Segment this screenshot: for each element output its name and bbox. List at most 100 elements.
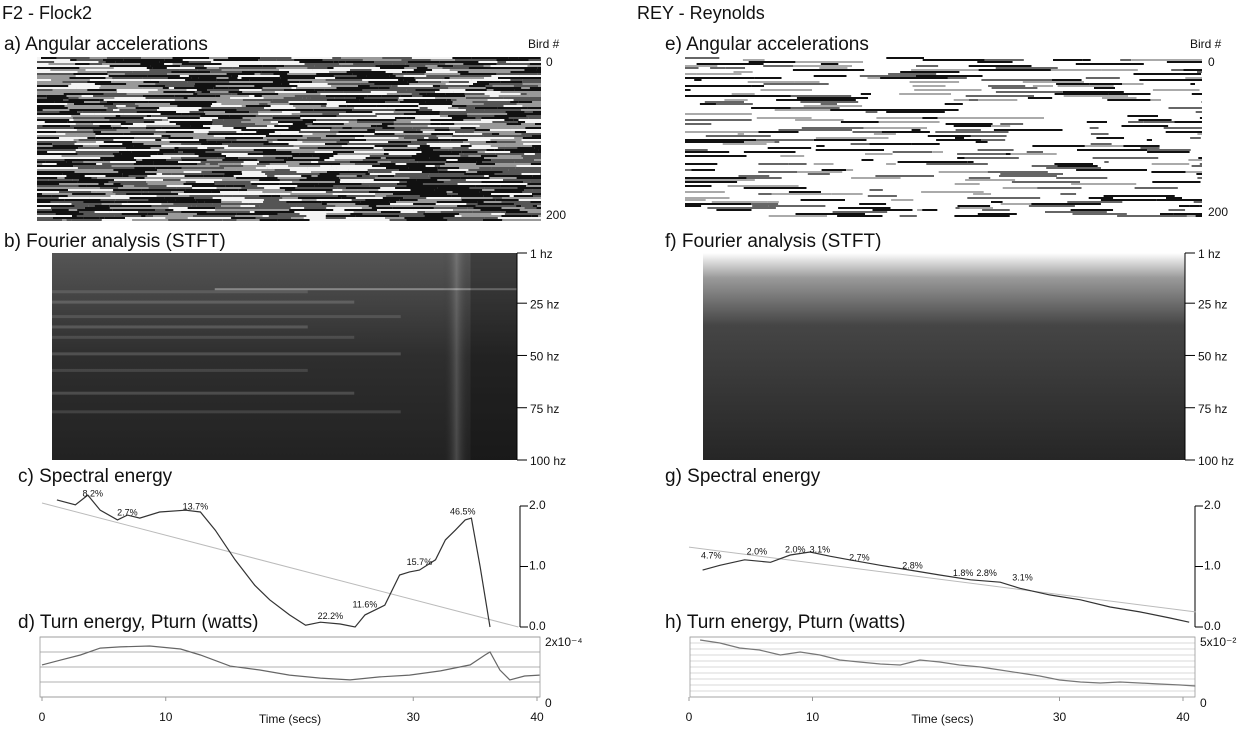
heatmap-cell xyxy=(286,161,312,163)
heatmap-cell xyxy=(1068,135,1103,137)
heatmap-cell xyxy=(94,205,110,207)
heatmap-cell xyxy=(398,79,404,81)
heatmap-cell xyxy=(722,143,767,145)
heatmap-cell xyxy=(1128,205,1179,207)
heatmap-cell xyxy=(346,101,386,103)
heatmap-cell xyxy=(297,195,338,197)
heatmap-cell xyxy=(91,191,97,193)
heatmap-cell xyxy=(175,123,213,125)
heatmap-cell xyxy=(102,59,124,61)
heatmap-cell xyxy=(68,209,78,211)
heatmap-cell xyxy=(168,137,194,139)
heatmap-cell xyxy=(459,213,492,215)
heatmap-cell xyxy=(488,175,533,177)
heatmap-cell xyxy=(1143,71,1193,73)
heatmap-cell xyxy=(101,219,133,221)
heatmap-cell xyxy=(334,75,357,77)
heatmap-cell xyxy=(903,67,965,69)
heatmap-cell xyxy=(37,121,45,123)
heatmap-cell xyxy=(685,115,740,117)
heatmap-cell xyxy=(760,89,813,91)
heatmap-cell xyxy=(279,75,323,77)
heatmap-cell xyxy=(37,81,63,83)
heatmap-cell xyxy=(956,177,969,179)
heatmap-cell xyxy=(754,77,782,79)
heatmap-cell xyxy=(278,123,293,125)
heatmap-cell xyxy=(71,83,95,85)
heatmap-cell xyxy=(135,99,175,101)
heatmap-cell xyxy=(1092,73,1098,75)
heatmap-cell xyxy=(524,207,537,209)
heatmap-cell xyxy=(37,199,65,201)
heatmap-cell xyxy=(95,133,124,135)
heatmap-cell xyxy=(508,57,519,59)
heatmap-cell xyxy=(210,105,242,107)
heatmap-cell xyxy=(524,69,537,71)
heatmap-cell xyxy=(289,71,330,73)
heatmap-cell xyxy=(1047,89,1065,91)
heatmap-cell xyxy=(37,101,55,103)
heatmap-cell xyxy=(277,139,298,141)
heatmap-cell xyxy=(123,185,135,187)
heatmap-cell xyxy=(89,63,103,65)
heatmap-cell xyxy=(401,59,431,61)
heatmap-cell xyxy=(142,87,163,89)
heatmap-cell xyxy=(409,83,446,85)
heatmap-cell xyxy=(449,127,454,129)
heatmap-cell xyxy=(239,113,259,115)
heatmap-cell xyxy=(289,203,322,205)
heatmap-cell xyxy=(517,147,535,149)
heatmap-cell xyxy=(739,145,757,147)
heatmap-cell xyxy=(140,63,165,65)
heatmap-cell xyxy=(427,67,443,69)
heatmap-cell xyxy=(209,163,219,165)
heatmap-cell xyxy=(937,209,983,211)
heatmap-cell xyxy=(229,81,246,83)
heatmap-cell xyxy=(873,187,915,189)
spectrogram-band xyxy=(52,368,308,372)
heatmap-cell xyxy=(997,57,1011,59)
heatmap-cell xyxy=(42,109,70,111)
heatmap-cell xyxy=(71,115,79,117)
heatmap-cell xyxy=(37,69,51,71)
heatmap-cell xyxy=(197,163,206,165)
heatmap-cell xyxy=(273,73,288,75)
heatmap-cell xyxy=(283,97,302,99)
heatmap-cell xyxy=(406,181,444,183)
heatmap-cell xyxy=(1126,213,1160,215)
heatmap-cell xyxy=(518,57,540,59)
heatmap-cell xyxy=(206,211,250,213)
heatmap-cell xyxy=(255,217,292,219)
heatmap-cell xyxy=(1060,213,1073,215)
heatmap-cell xyxy=(1075,105,1137,107)
heatmap-cell xyxy=(929,105,975,107)
heatmap-cell xyxy=(426,143,470,145)
heatmap-cell xyxy=(729,197,772,199)
heatmap-cell xyxy=(109,211,138,213)
heatmap-cell xyxy=(758,131,799,133)
heatmap-cell xyxy=(132,71,172,73)
heatmap-cell xyxy=(685,205,702,207)
heatmap-cell xyxy=(167,77,192,79)
heatmap-cell xyxy=(482,133,492,135)
heatmap-cell xyxy=(1025,167,1047,169)
heatmap-cell xyxy=(800,199,845,201)
heatmap-cell xyxy=(711,185,728,187)
heatmap-cell xyxy=(147,183,184,185)
heatmap-cell xyxy=(925,159,951,161)
series-line xyxy=(56,494,491,628)
heatmap-cell xyxy=(249,111,259,113)
heatmap-cell xyxy=(254,95,262,97)
heatmap-cell xyxy=(1076,169,1147,171)
heatmap-cell xyxy=(503,97,541,99)
heatmap-cell xyxy=(1063,95,1129,97)
heatmap-cell xyxy=(411,155,440,157)
heatmap-cell xyxy=(532,111,541,113)
heatmap-cell xyxy=(1139,79,1202,81)
heatmap-cell xyxy=(837,71,849,73)
heatmap-cell xyxy=(864,157,902,159)
heatmap-cell xyxy=(1008,131,1070,133)
heatmap-cell xyxy=(1122,201,1194,203)
heatmap-cell xyxy=(159,149,175,151)
heatmap-cell xyxy=(1108,93,1151,95)
